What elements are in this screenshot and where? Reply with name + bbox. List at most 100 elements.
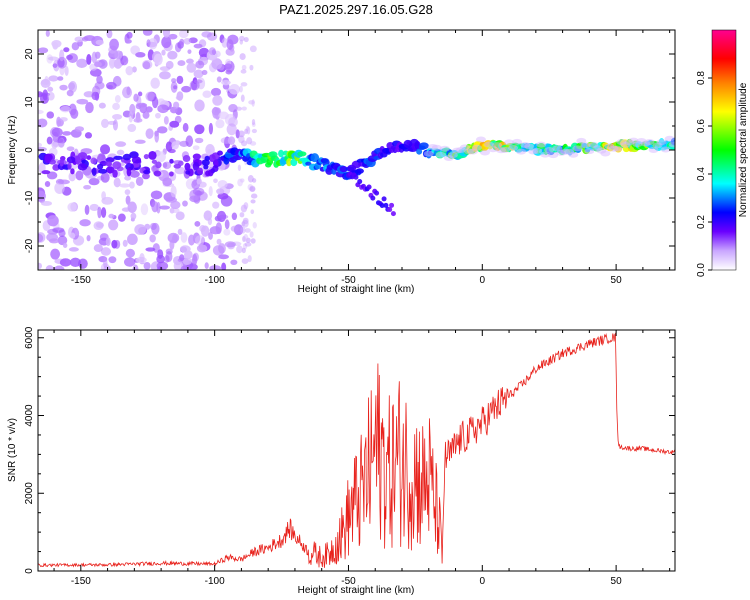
spectrogram-blob (226, 123, 237, 136)
spectrogram-blob (192, 145, 200, 151)
spectrogram-blob (250, 199, 256, 204)
spectrogram-blob (100, 172, 110, 183)
snr-background (38, 330, 675, 571)
spectrogram-blob (370, 195, 376, 201)
spectrogram-blob (70, 108, 79, 119)
spectrogram-blob (57, 76, 64, 81)
spectrogram-blob (185, 135, 194, 147)
spectrogram-blob (235, 129, 240, 139)
spectrogram-blob (127, 201, 137, 213)
spectrogram-blob (353, 174, 359, 180)
spectrogram-blob (126, 167, 132, 177)
spectrogram-blob (218, 254, 229, 260)
spectrogram-blob (251, 119, 256, 126)
spectrogram-blob (75, 170, 84, 181)
spectrogram-blob (194, 124, 205, 135)
spectrogram-blob (218, 111, 229, 120)
spectrogram-blob (142, 30, 153, 36)
spectrogram-blob (540, 151, 551, 158)
spectrogram-blob (179, 254, 185, 262)
spectrogram-blob (93, 244, 103, 253)
spectrogram-blob (193, 69, 204, 79)
spectrogram-blob (204, 262, 209, 270)
spectrogram-blob (63, 47, 70, 53)
spectrogram-blob (240, 226, 246, 234)
spectrogram-blob (101, 191, 106, 201)
spectrogram-blob (248, 100, 255, 105)
spectrogram-blob (38, 109, 44, 115)
spectrogram-blob (57, 235, 68, 246)
spectrogram-blob (182, 154, 191, 162)
spectrogram-blob (140, 203, 149, 216)
spectrogram-blob (135, 52, 146, 58)
spectrogram-blob (70, 232, 76, 239)
spectrogram-blob (76, 98, 89, 105)
spectrogram-blob (224, 241, 236, 248)
spectrogram-blob (148, 151, 157, 160)
spectrogram-blob (101, 118, 109, 129)
spectrogram-blob (109, 38, 119, 51)
spectrogram-blob (181, 85, 192, 93)
spectrogram-blob (41, 170, 51, 175)
spectrogram-blob (137, 102, 148, 108)
spectrogram-blob (239, 53, 246, 60)
spectrogram-blob (532, 147, 543, 154)
spectrogram-blob (572, 145, 583, 152)
spectrogram-blob (600, 150, 611, 157)
spectrogram-blob (100, 247, 112, 256)
spectrogram-blob (241, 106, 247, 111)
spectrogram-blob (215, 222, 222, 235)
spectrogram-blob (121, 86, 133, 99)
spectrogram-blob (241, 64, 247, 71)
spectrogram-blob (163, 116, 169, 125)
spectrogram-blob (208, 122, 213, 135)
spectrogram-blob (390, 211, 396, 217)
spectrogram-blob (423, 150, 434, 157)
spectrogram-blob (244, 242, 252, 247)
spectrogram-blob (159, 71, 171, 80)
colorbar-tick-label: 0.0 (696, 263, 707, 277)
spectrogram-blob (212, 165, 219, 173)
spectrogram-blob (504, 139, 515, 146)
spectrogram-blob (117, 213, 126, 222)
spectrogram-blob (59, 117, 68, 122)
spectrogram-blob (186, 62, 197, 73)
spectrogram-blob (176, 91, 184, 101)
spectrogram-blob (194, 221, 201, 227)
spectrogram-blob (167, 50, 178, 60)
spectrogram-blob (142, 61, 151, 70)
spectrogram-blob (146, 39, 151, 48)
spectrogram-blob (98, 59, 108, 69)
spectrogram-blob (168, 171, 174, 177)
spectrogram-blob (483, 141, 494, 148)
spectrogram-blob (62, 242, 68, 248)
spectrogram-blob (355, 168, 364, 174)
spectrogram-blob (38, 142, 43, 148)
spectrogram-blob (40, 200, 53, 206)
spectrogram-blob (67, 162, 72, 170)
spectrogram-blob (500, 146, 511, 153)
spectrogram-blob (125, 195, 131, 205)
spectrogram-blob (112, 169, 118, 178)
spectrogram-blob (84, 132, 93, 139)
spectrogram-blob (38, 118, 48, 128)
spectrogram-blob (54, 182, 65, 194)
spectrogram-blob (100, 207, 107, 218)
spectrogram-blob (173, 101, 180, 110)
spectrogram-blob (47, 56, 59, 61)
spectrogram-blob (246, 137, 253, 145)
spectrogram-blob (286, 158, 292, 167)
spectrogram-blob (100, 144, 111, 155)
snr-frame (37, 329, 676, 572)
spectrogram-blob (134, 224, 147, 235)
spectrogram-blob (216, 238, 222, 245)
spectrogram-blob (74, 126, 85, 132)
spectrogram-blob (98, 102, 106, 109)
spectrogram-blob (278, 149, 284, 158)
spectrogram-blob (131, 156, 142, 164)
spectrogram-blob (196, 167, 204, 175)
spectrogram-blob (64, 65, 69, 76)
spectrogram-blob (154, 131, 160, 143)
spectrogram-blob (127, 123, 137, 132)
spectrogram-blob (143, 153, 150, 160)
